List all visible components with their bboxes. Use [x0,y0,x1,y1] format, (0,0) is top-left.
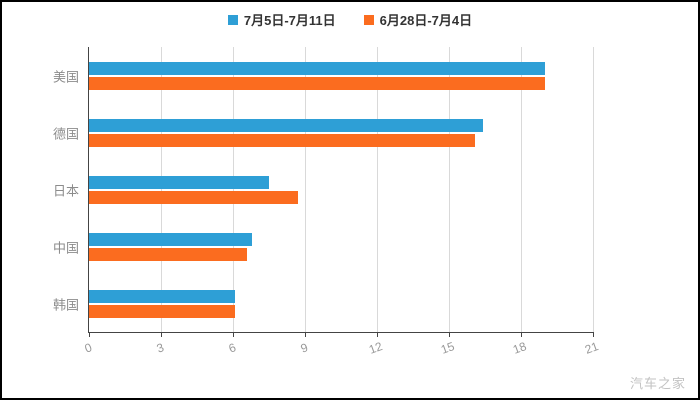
bar-6月28日-7月4日 [89,76,545,90]
legend-swatch-icon [227,14,238,25]
axis-tick [88,332,90,337]
bar-7月5日-7月11日 [89,232,253,246]
bar-6月28日-7月4日 [89,133,476,147]
x-tick-label: 0 [82,340,94,356]
plot-area: 0 3 6 9 12 15 18 21 美国德国日本中国韩国 [53,47,600,357]
legend-label: 7月5日-7月11日 [243,13,336,28]
axis-tick [592,332,594,337]
gridline [304,47,306,332]
gridline [592,47,594,332]
bar-6月28日-7月4日 [89,247,248,261]
gridline [232,47,234,332]
legend-label: 6月28日-7月4日 [379,13,473,28]
legend-item: 6月28日-7月4日 [363,10,473,29]
category-row: 韩国 [53,275,593,332]
x-tick-label: 9 [298,340,310,356]
axis-tick [160,332,162,337]
axis-tick [520,332,522,337]
x-tick-label: 18 [510,339,529,357]
category-row: 日本 [53,161,593,218]
gridline [448,47,450,332]
watermark: 汽车之家 [629,376,686,391]
legend-item: 7月5日-7月11日 [227,10,336,29]
category-label: 德国 [52,126,79,141]
x-tick-label: 6 [226,340,238,356]
bar-7月5日-7月11日 [89,289,236,303]
bar-7月5日-7月11日 [89,175,269,189]
bar-7月5日-7月11日 [89,118,483,132]
axis-tick [232,332,234,337]
category-label: 中国 [52,240,79,255]
x-tick-label: 12 [366,339,385,357]
axis-tick [304,332,306,337]
bar-6月28日-7月4日 [89,190,298,204]
category-row: 美国 [53,47,593,104]
chart-legend: 7月5日-7月11日 6月28日-7月4日 [2,10,698,29]
category-label: 韩国 [52,297,79,312]
category-row: 中国 [53,218,593,275]
x-tick-label: 21 [582,339,601,357]
category-label: 美国 [52,69,79,84]
x-tick-label: 3 [154,340,166,356]
axis-tick [448,332,450,337]
category-row: 德国 [53,104,593,161]
bar-6月28日-7月4日 [89,304,236,318]
gridline [520,47,522,332]
gridline [376,47,378,332]
category-label: 日本 [52,183,79,198]
legend-swatch-icon [363,14,374,25]
gridline [160,47,162,332]
bar-7月5日-7月11日 [89,61,545,75]
axis-tick [376,332,378,337]
x-tick-label: 15 [438,339,457,357]
